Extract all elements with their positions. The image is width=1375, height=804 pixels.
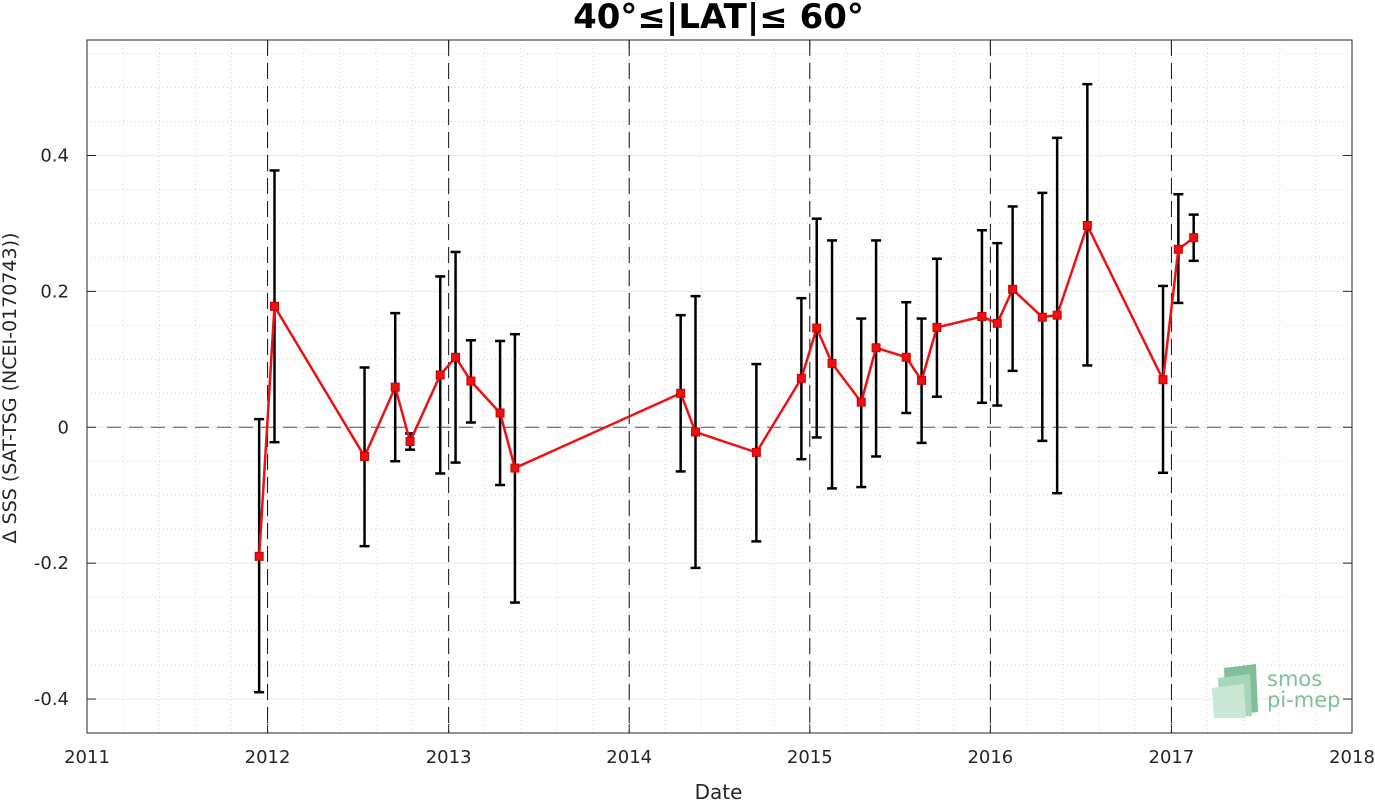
year-boundary-lines: [267, 40, 1172, 733]
y-tick-label: 0.4: [40, 146, 69, 167]
logo-text-line1: smos: [1267, 667, 1322, 691]
y-axis-label: Δ SSS (SAT-TSG (NCEI-0170743)): [0, 232, 21, 544]
x-tick-label: 2016: [967, 747, 1013, 768]
data-point: [1158, 375, 1168, 385]
data-point: [917, 375, 927, 385]
data-point: [466, 376, 476, 386]
x-tick-label: 2015: [787, 747, 833, 768]
y-tick-label: 0.2: [40, 281, 69, 302]
x-tick-label: 2013: [426, 747, 472, 768]
plot-frame: [86, 39, 1353, 734]
data-point: [796, 373, 806, 383]
x-tick-label: 2011: [64, 747, 110, 768]
data-point: [992, 318, 1002, 328]
data-point: [901, 352, 911, 362]
axis-ticks: 2011 2012 2013 2014 2015 2016 2017 2018 -0.4 -0.2…: [34, 40, 1375, 768]
data-point: [751, 447, 761, 457]
data-point: [871, 343, 881, 353]
data-point: [977, 312, 987, 322]
logo-text-line2: pi-mep: [1267, 688, 1340, 712]
data-point: [254, 551, 264, 561]
data-point: [1037, 312, 1047, 322]
x-tick-label: 2012: [245, 747, 291, 768]
data-point: [856, 397, 866, 407]
y-tick-label: -0.4: [34, 689, 69, 710]
logo-icon: [1212, 664, 1258, 718]
x-tick-label: 2017: [1149, 747, 1195, 768]
y-tick-label: 0: [58, 417, 69, 438]
x-tick-label: 2014: [606, 747, 652, 768]
data-point: [1189, 233, 1199, 243]
x-tick-label: 2018: [1329, 747, 1375, 768]
data-point: [1173, 244, 1183, 254]
data-point: [1052, 310, 1062, 320]
series-markers: [254, 220, 1199, 561]
data-point: [932, 322, 942, 332]
chart-title: 40°≤|LAT|≤ 60°: [573, 0, 864, 37]
data-point: [405, 437, 415, 447]
data-point: [691, 427, 701, 437]
data-point: [390, 382, 400, 392]
data-point: [827, 358, 837, 368]
data-point: [435, 370, 445, 380]
data-point: [1082, 220, 1092, 230]
data-point: [360, 451, 370, 461]
data-point: [510, 463, 520, 473]
data-point: [812, 323, 822, 333]
x-axis-label: Date: [694, 780, 743, 804]
smos-pi-mep-logo: smos pi-mep: [1212, 664, 1340, 718]
data-point: [495, 408, 505, 418]
y-tick-label: -0.2: [34, 553, 69, 574]
data-point: [451, 352, 461, 362]
data-point: [676, 388, 686, 398]
data-point: [269, 301, 279, 311]
data-point: [1008, 284, 1018, 294]
